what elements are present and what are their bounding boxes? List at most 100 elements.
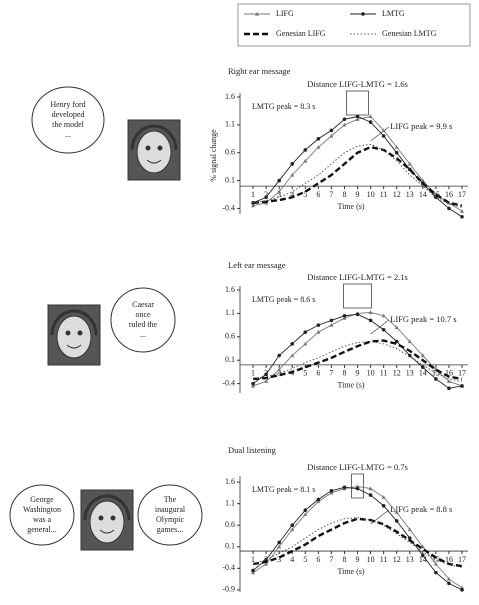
point — [316, 329, 321, 334]
point — [407, 527, 412, 532]
distance-label: Distance LIFG-LMTG = 0.7s — [307, 462, 408, 472]
point — [329, 490, 334, 495]
bubble-text: The — [164, 495, 177, 504]
point — [342, 117, 347, 122]
y-tick-label: -0.4 — [222, 563, 235, 572]
bubble-text: Caesar — [132, 300, 154, 309]
bubble-text: was a — [33, 515, 51, 524]
point — [394, 150, 399, 155]
bubble-text: games... — [157, 525, 183, 534]
point — [355, 312, 360, 317]
point — [290, 342, 295, 346]
x-tick-label: 4 — [290, 555, 294, 564]
x-tick-label: 9 — [356, 190, 360, 199]
series-line — [252, 143, 463, 208]
legend-label: Genesian LIFG — [276, 29, 326, 38]
point — [251, 203, 256, 208]
point — [251, 570, 256, 575]
point — [251, 568, 255, 573]
point — [303, 512, 308, 517]
point — [329, 133, 334, 138]
point — [394, 510, 399, 514]
legend-box — [237, 3, 471, 47]
y-tick-label: -0.4 — [222, 378, 235, 387]
x-tick-label: 14 — [419, 555, 427, 564]
series-line — [252, 339, 463, 381]
x-tick-label: 17 — [458, 369, 466, 378]
distance-label: Distance LIFG-LMTG = 2.1s — [307, 272, 408, 282]
point — [421, 553, 425, 558]
y-tick-label: 1.1 — [225, 308, 235, 317]
point — [381, 313, 386, 318]
point — [355, 114, 360, 119]
x-axis-label: Time (s) — [337, 202, 364, 211]
legend-label: LMTG — [382, 9, 405, 18]
point — [368, 486, 373, 491]
point — [434, 377, 438, 381]
bubble-text: once — [135, 310, 151, 319]
x-tick-label: 4 — [290, 190, 294, 199]
x-tick-label: 9 — [356, 369, 360, 378]
x-tick-label: 6 — [316, 555, 320, 564]
point — [460, 588, 464, 592]
point — [342, 313, 347, 318]
point — [290, 527, 295, 532]
x-tick-label: 5 — [303, 190, 307, 199]
point — [394, 325, 399, 330]
x-tick-label: 11 — [380, 555, 388, 564]
x-tick-label: 8 — [342, 369, 346, 378]
point — [251, 381, 255, 386]
x-tick-label: 9 — [356, 555, 360, 564]
point — [420, 178, 425, 183]
y-tick-label: -0.9 — [222, 585, 235, 594]
point — [277, 367, 282, 372]
bubble-text: George — [30, 495, 54, 504]
point — [368, 318, 373, 323]
point — [381, 504, 386, 508]
bubble-text: general... — [27, 525, 57, 534]
y-axis-label: % signal change — [209, 129, 218, 182]
point — [446, 576, 451, 581]
point — [290, 162, 295, 166]
series-line — [252, 145, 463, 207]
point — [303, 508, 308, 512]
point — [316, 144, 321, 149]
x-tick-label: 1 — [251, 369, 255, 378]
point — [447, 581, 451, 586]
point — [381, 495, 386, 499]
lifg-peak-label: LIFG peak = 8.8 s — [390, 504, 452, 514]
bubble-text: inaugural — [155, 505, 186, 514]
bubble-text: Washington — [23, 505, 61, 514]
point — [277, 189, 282, 194]
x-tick-label: 6 — [316, 369, 320, 378]
x-tick-label: 3 — [277, 369, 281, 378]
point — [251, 383, 256, 388]
x-tick-label: 12 — [393, 555, 401, 564]
series-line — [252, 516, 463, 568]
bubble-text: Henry ford — [50, 100, 85, 109]
peak-bracket — [346, 90, 369, 116]
bubble-text: Olympic — [156, 515, 184, 524]
x-tick-label: 8 — [342, 555, 346, 564]
x-tick-label: 12 — [393, 369, 401, 378]
chart-title: Dual listening — [228, 445, 277, 455]
x-tick-label: 3 — [277, 555, 281, 564]
point — [264, 379, 269, 383]
x-tick-label: 11 — [380, 190, 388, 199]
point — [264, 372, 268, 377]
x-tick-label: 16 — [445, 555, 453, 564]
bubble-text: developed — [52, 110, 85, 119]
x-tick-label: 3 — [277, 190, 281, 199]
x-tick-label: 1 — [251, 555, 255, 564]
point — [460, 209, 464, 213]
x-tick-label: 15 — [432, 555, 440, 564]
x-tick-label: 14 — [419, 190, 427, 199]
x-tick-label: 10 — [367, 369, 375, 378]
point — [342, 315, 347, 320]
point — [434, 570, 438, 575]
x-axis-label: Time (s) — [337, 567, 364, 576]
point — [407, 161, 412, 166]
x-tick-label: 17 — [458, 190, 466, 199]
point — [303, 158, 308, 163]
point — [421, 365, 425, 370]
